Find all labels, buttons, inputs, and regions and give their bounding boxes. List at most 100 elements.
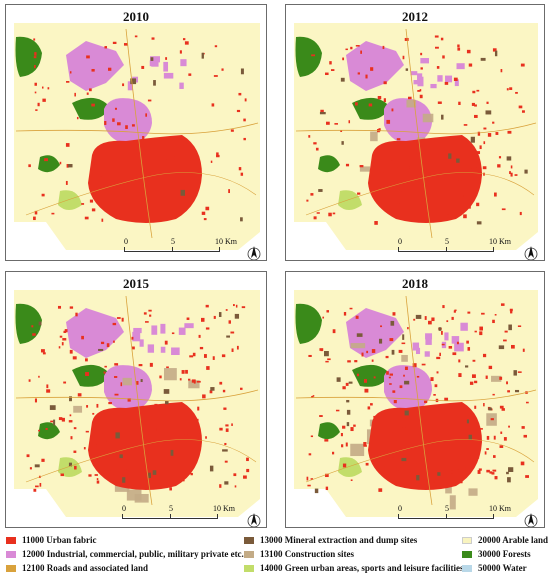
urban-patch <box>478 172 482 176</box>
urban-patch <box>500 303 505 306</box>
legend-item: 13100 Construction sites <box>244 547 354 561</box>
mineral-site <box>404 380 410 385</box>
scale-label-10: 10 Km <box>213 504 235 513</box>
scale-label-5: 5 <box>169 504 173 513</box>
urban-patch <box>453 77 458 81</box>
green-urban-patch <box>58 457 82 477</box>
construction-site <box>73 405 83 413</box>
urban-patch <box>104 365 107 368</box>
urban-patch <box>37 102 40 107</box>
urban-patch <box>474 405 477 409</box>
scale-bar: 0 5 10 Km <box>122 504 235 524</box>
urban-patch <box>145 454 149 457</box>
urban-patch <box>499 376 503 380</box>
urban-patch <box>41 193 45 197</box>
legend-label: 20000 Arable land <box>478 535 549 545</box>
mineral-site <box>437 472 441 476</box>
urban-patch <box>396 437 399 441</box>
mineral-site <box>226 335 230 338</box>
urban-patch <box>127 398 131 402</box>
urban-patch <box>34 91 37 94</box>
mineral-site <box>319 111 326 115</box>
construction-site <box>188 380 200 389</box>
urban-patch <box>243 118 246 122</box>
urban-patch <box>216 154 220 158</box>
urban-patch <box>407 96 412 100</box>
urban-patch <box>116 213 120 215</box>
urban-patch <box>437 101 442 104</box>
urban-patch <box>350 46 353 50</box>
urban-patch <box>391 210 394 213</box>
land-use-map-2018 <box>286 272 544 527</box>
urban-patch <box>510 309 513 314</box>
urban-patch <box>442 55 445 59</box>
urban-patch <box>72 356 77 360</box>
urban-patch <box>69 349 73 354</box>
mineral-site <box>498 345 505 350</box>
urban-patch <box>325 473 329 478</box>
urban-patch <box>342 386 346 390</box>
urban-patch <box>334 123 338 125</box>
legend-swatch <box>462 564 472 572</box>
urban-patch <box>364 388 369 393</box>
mineral-site <box>122 477 126 483</box>
industrial-patch <box>127 81 133 91</box>
mineral-site <box>506 471 509 475</box>
scale-label-0: 0 <box>124 237 128 246</box>
urban-patch <box>342 463 347 468</box>
urban-patch <box>203 354 207 358</box>
mineral-site <box>485 110 492 115</box>
industrial-patch <box>425 333 433 340</box>
urban-patch <box>221 68 224 71</box>
urban-patch <box>476 202 480 207</box>
land-use-map-2010 <box>6 5 266 260</box>
urban-patch <box>219 427 223 431</box>
mineral-site <box>38 321 42 326</box>
urban-patch <box>156 427 161 432</box>
mineral-site <box>314 488 319 494</box>
urban-patch <box>523 434 528 438</box>
urban-patch <box>345 382 349 386</box>
urban-patch <box>149 362 153 367</box>
construction-site <box>406 99 417 108</box>
urban-patch <box>412 363 417 368</box>
urban-patch <box>522 348 525 352</box>
mineral-site <box>448 153 452 159</box>
road <box>15 389 259 402</box>
urban-patch <box>223 407 227 410</box>
urban-patch <box>306 199 309 202</box>
urban-patch <box>75 312 78 317</box>
urban-patch <box>100 173 102 177</box>
mineral-site <box>53 419 56 426</box>
urban-patch <box>380 163 384 168</box>
mineral-site <box>346 399 350 403</box>
mineral-site <box>468 434 472 440</box>
urban-patch <box>391 108 394 112</box>
urban-patch <box>141 196 146 199</box>
construction-site <box>134 493 149 503</box>
urban-patch <box>33 38 36 41</box>
urban-patch <box>424 213 428 216</box>
legend-label: 30000 Forests <box>478 549 531 559</box>
urban-patch <box>468 459 471 462</box>
urban-patch <box>169 487 172 491</box>
urban-patch <box>205 327 210 330</box>
urban-patch <box>370 403 373 406</box>
urban-patch <box>209 390 213 394</box>
urban-patch <box>477 131 481 136</box>
urban-patch <box>479 326 483 331</box>
urban-patch <box>407 166 410 169</box>
urban-patch <box>423 470 428 473</box>
urban-patch <box>482 166 487 170</box>
urban-patch <box>476 456 480 459</box>
road <box>405 28 433 239</box>
mineral-site <box>346 422 350 427</box>
urban-patch <box>458 373 462 378</box>
legend-swatch <box>6 536 16 544</box>
mineral-site <box>402 334 405 340</box>
mineral-site <box>340 77 345 82</box>
urban-patch <box>412 485 416 490</box>
urban-patch <box>121 317 124 322</box>
urban-patch <box>134 195 138 198</box>
scale-label-10: 10 Km <box>489 237 511 246</box>
